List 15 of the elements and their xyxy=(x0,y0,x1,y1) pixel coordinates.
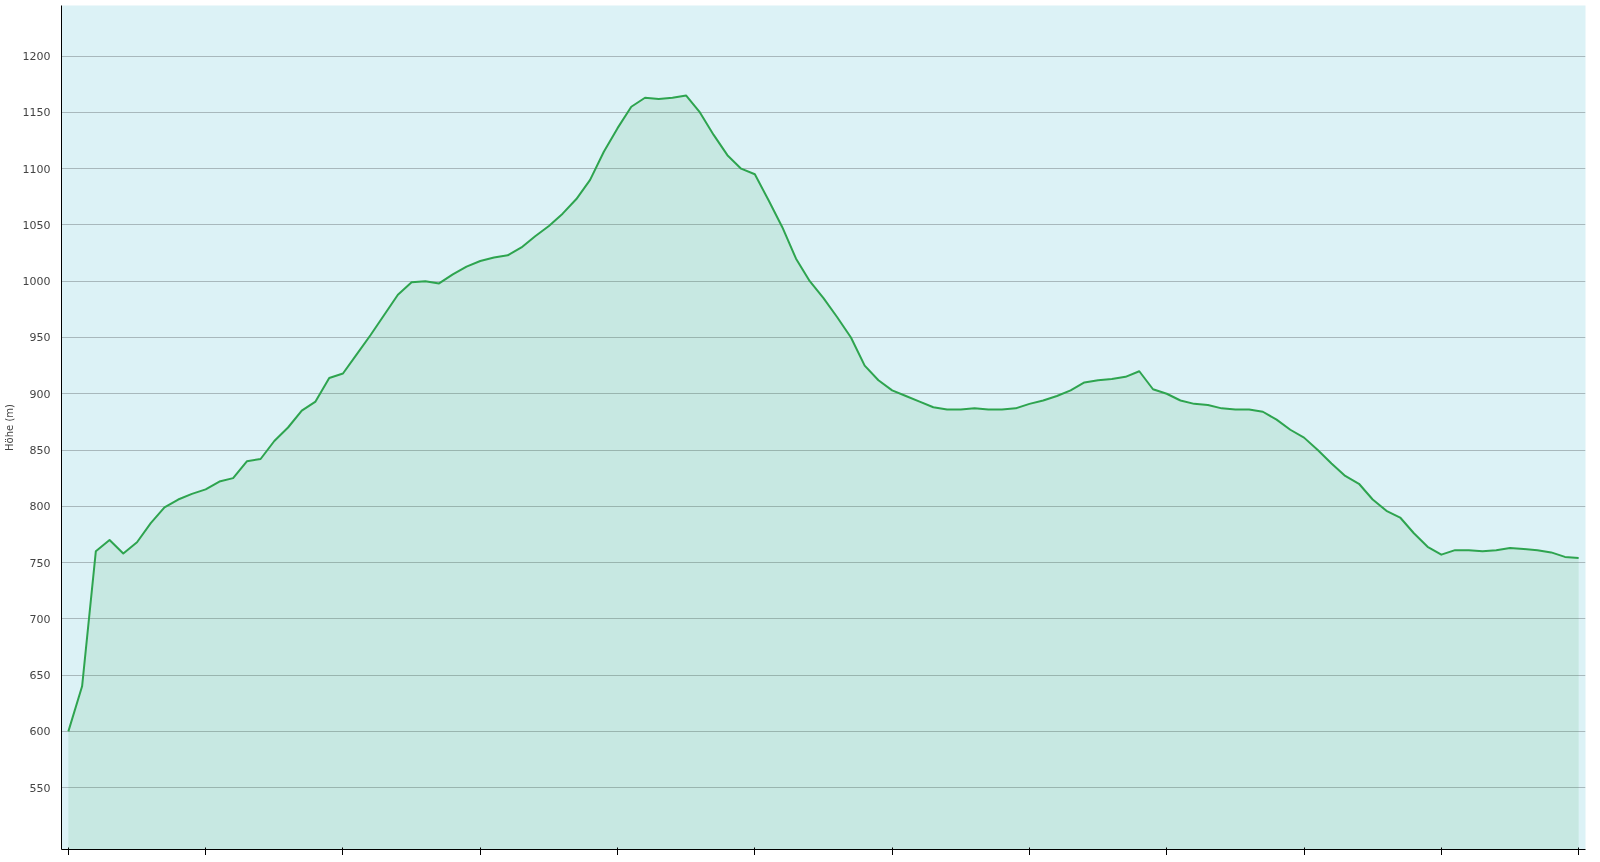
y-tick-label: 1100 xyxy=(22,162,51,176)
y-tick-label: 650 xyxy=(29,669,51,683)
y-tick-label: 700 xyxy=(29,612,51,626)
y-tick-label: 950 xyxy=(29,331,51,345)
y-tick-label: 600 xyxy=(29,725,51,739)
y-tick-label: 1150 xyxy=(22,106,51,120)
y-tick-label: 800 xyxy=(29,500,51,514)
y-tick-label: 550 xyxy=(29,781,51,795)
y-tick-label: 1050 xyxy=(22,218,51,232)
y-tick-label: 900 xyxy=(29,387,51,401)
y-tick-label: 850 xyxy=(29,444,51,458)
y-tick-label: 1000 xyxy=(22,275,51,289)
y-axis-title: Höhe (m) xyxy=(3,403,15,451)
y-tick-label: 1200 xyxy=(22,50,51,64)
y-tick-label: 750 xyxy=(29,556,51,570)
